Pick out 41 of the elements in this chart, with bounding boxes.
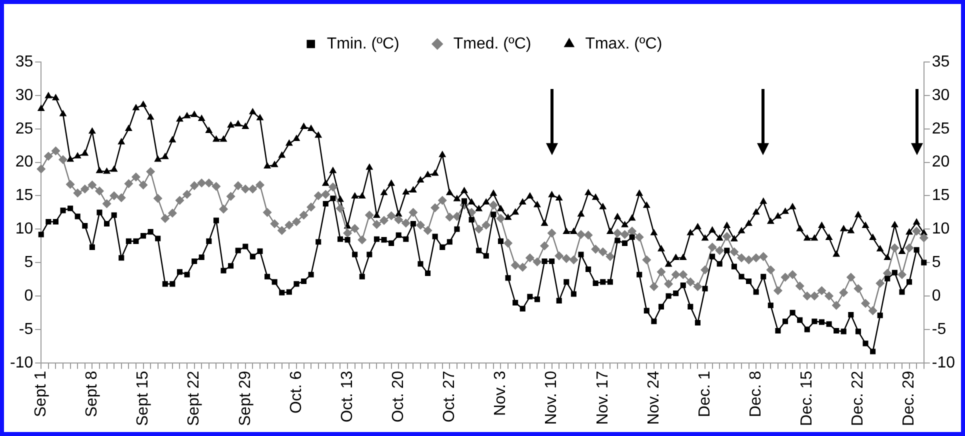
y-tick-label: 0 [24, 287, 34, 304]
y2-tick-label: 20 [932, 154, 950, 171]
y2-tick-label: 10 [932, 220, 950, 238]
x-tick-label: Dec. 1 [696, 370, 714, 418]
y-tick-label: 5 [24, 254, 34, 271]
x-tick-label: Oct. 13 [338, 370, 356, 422]
y2-tick-label: -10 [932, 354, 956, 372]
y-tick-label: 15 [15, 187, 34, 204]
y2-tick-label: 25 [932, 120, 950, 138]
y-tick-label: -5 [18, 320, 34, 338]
y-tick-label: 35 [15, 53, 34, 70]
y-tick-label: -10 [10, 354, 34, 372]
x-tick-label: Sept 22 [186, 370, 203, 426]
y-tick-label: 30 [15, 86, 34, 104]
legend-label: Tmin. (ºC) [326, 35, 400, 52]
y-tick-label: 20 [15, 154, 34, 171]
x-tick-label: Oct. 6 [288, 370, 305, 414]
x-tick-label: Dec. 15 [798, 370, 816, 426]
y2-tick-label: 15 [932, 187, 950, 204]
x-tick-label: Sept 15 [134, 370, 152, 426]
x-tick-label: Nov. 17 [594, 370, 612, 425]
x-tick-label: Dec. 22 [850, 370, 867, 426]
y2-tick-label: 35 [932, 53, 950, 70]
x-tick-label: Sept 29 [236, 370, 254, 426]
x-tick-label: Dec. 29 [900, 370, 918, 426]
y2-tick-label: 0 [932, 287, 941, 304]
y2-tick-label: 30 [932, 86, 950, 104]
legend-label: Tmed. (ºC) [453, 35, 532, 52]
x-tick-label: Nov. 10 [543, 370, 560, 425]
x-tick-label: Nov. 3 [492, 370, 510, 416]
x-tick-label: Oct. 27 [441, 370, 458, 422]
x-tick-label: Dec. 8 [747, 370, 764, 418]
x-tick-label: Oct. 20 [390, 370, 408, 422]
legend-label: Tmax. (ºC) [585, 35, 662, 52]
y2-tick-label: 5 [932, 254, 941, 271]
x-tick-label: Sept 1 [32, 370, 50, 418]
y2-tick-label: -5 [932, 320, 946, 338]
x-tick-label: Sept 8 [84, 370, 101, 418]
y-tick-label: 10 [15, 220, 34, 238]
x-tick-label: Nov. 24 [645, 370, 662, 425]
y-tick-label: 25 [15, 120, 34, 138]
